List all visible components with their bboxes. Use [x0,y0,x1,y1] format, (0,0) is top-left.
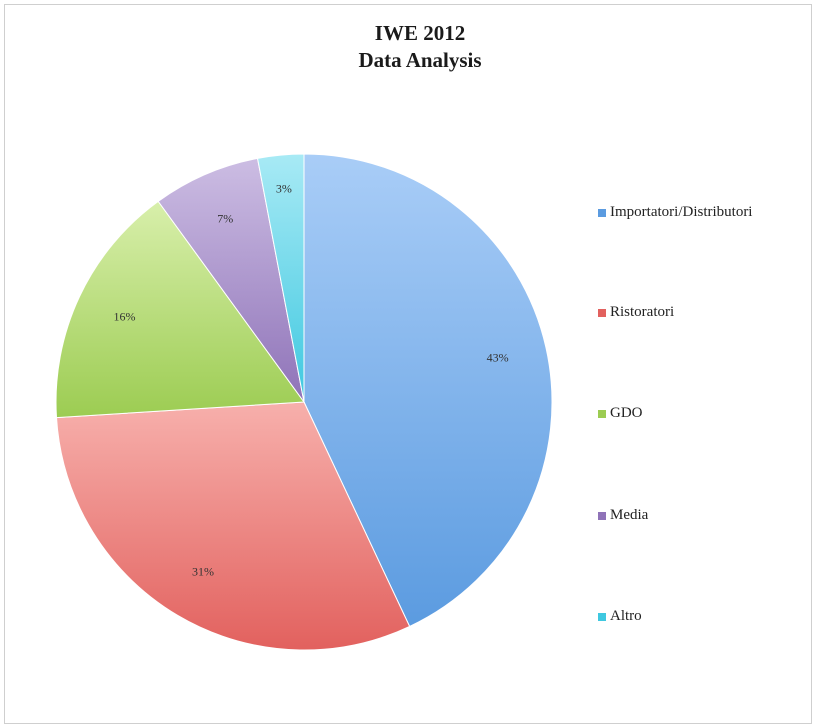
legend-label: Altro [610,608,642,624]
legend-item-altro: Altro [598,608,642,625]
legend-swatch [598,208,606,217]
pie-slice-label: 3% [276,181,292,195]
chart-title-line1: IWE 2012 [374,21,466,45]
pie-slice-gdo [55,200,305,419]
legend-swatch [598,308,606,317]
legend-item-gdo: GDO [598,405,643,422]
legend-item-media: Media [598,507,648,524]
legend-swatch [598,612,606,621]
legend-label: Importatori/Distributori [610,204,753,220]
legend-item-ristoratori: Ristoratori [598,304,674,321]
legend-item-importatori: Importatori/Distributori [598,204,752,221]
pie-slice-label: 7% [217,212,233,226]
legend-swatch [598,511,606,520]
chart-title-line2: Data Analysis [358,48,482,72]
pie-slice-label: 16% [114,309,136,323]
legend-label: Ristoratori [610,304,675,320]
pie-slice-label: 31% [192,565,214,579]
pie-slice-importatori-distributori [303,153,553,628]
legend-swatch [598,409,606,418]
pie-slice-label: 43% [487,350,509,364]
legend-label: Media [610,507,649,523]
pie-slice-ristoratori [55,401,411,651]
legend-label: GDO [610,405,643,421]
pie-slice-altro [256,153,305,403]
pie-slice-media [157,157,305,403]
